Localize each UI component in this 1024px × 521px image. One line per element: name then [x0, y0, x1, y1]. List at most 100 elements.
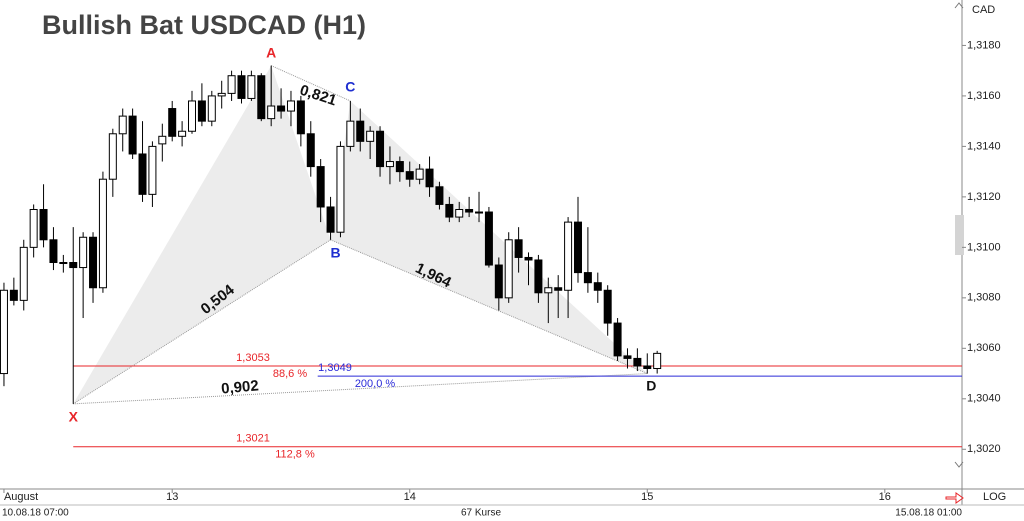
pattern-point-label: A [266, 44, 276, 60]
candle-body [277, 105, 286, 112]
candle [514, 227, 523, 273]
candle-body [603, 289, 612, 324]
y-tick-label: 1,3040 [967, 393, 1001, 405]
scroll-right-icon[interactable] [945, 492, 964, 504]
candle [286, 90, 295, 127]
candle [534, 254, 543, 303]
candle [148, 141, 157, 207]
candle [188, 90, 197, 134]
candle-body [178, 130, 187, 137]
candle-body [267, 105, 276, 120]
candle [475, 191, 484, 223]
x-tick-label: 14 [404, 491, 416, 503]
candle-body [138, 153, 147, 195]
level-percent: 112,8 % [275, 449, 315, 461]
candle-body [504, 239, 513, 299]
scroll-arrows[interactable] [954, 2, 964, 468]
candle [415, 164, 424, 185]
candle [494, 257, 503, 311]
candle [653, 350, 662, 374]
candle-body [118, 115, 127, 135]
candle-body [544, 287, 553, 294]
candle-body [98, 178, 107, 289]
pattern-leg [270, 65, 351, 102]
x-tick-label: 13 [166, 491, 178, 503]
candle-body [49, 239, 58, 264]
candle [445, 196, 454, 223]
candle [455, 201, 464, 223]
candle [564, 217, 573, 319]
candle-body [613, 322, 622, 357]
candle [435, 181, 444, 210]
candle-body [554, 287, 563, 291]
candle [336, 141, 345, 238]
candle-body [623, 355, 632, 359]
candle [544, 277, 553, 324]
candle-body [445, 203, 454, 218]
candle [39, 184, 48, 248]
end-label: 15.08.18 01:00 [895, 508, 962, 519]
candle-body [415, 168, 424, 180]
candle-body [29, 208, 38, 248]
candle-body [158, 135, 167, 145]
candle [49, 227, 58, 271]
candle [59, 254, 68, 273]
candle [128, 108, 137, 160]
candle-body [316, 166, 325, 208]
candle-body [346, 120, 355, 147]
y-tick-label: 1,3020 [967, 443, 1001, 455]
candle [376, 126, 385, 177]
candle-body [366, 130, 375, 142]
level-percent: 88,6 % [273, 368, 307, 380]
scrollbar[interactable] [955, 215, 964, 255]
x-tick-label: August [4, 491, 38, 503]
candle [405, 161, 414, 187]
candle [118, 108, 127, 152]
candle-body [336, 145, 345, 233]
candle [217, 80, 226, 109]
candle [178, 121, 187, 147]
candle-body [128, 115, 137, 155]
candle [524, 252, 533, 286]
candle [573, 196, 582, 283]
candle [326, 196, 335, 240]
candle-body [168, 108, 177, 137]
candle-body [237, 75, 246, 99]
candle-body [217, 92, 226, 97]
pattern-point-label: X [69, 409, 79, 425]
candle [79, 232, 88, 319]
level-percent: 200,0 % [355, 378, 396, 390]
candle [395, 156, 404, 182]
candle [465, 196, 474, 218]
y-tick-label: 1,3180 [967, 39, 1001, 51]
candle [0, 282, 8, 387]
candle-body [564, 221, 573, 291]
candle-body [247, 75, 256, 99]
chart-title: Bullish Bat USDCAD (H1) [42, 10, 366, 40]
candle [385, 146, 394, 185]
y-tick-label: 1,3060 [967, 342, 1001, 354]
candle-body [573, 221, 582, 274]
candle [277, 88, 286, 119]
candle [306, 121, 315, 177]
candle [346, 100, 355, 152]
x-tick-label: 15 [641, 491, 653, 503]
start-label: 10.08.18 07:00 [2, 508, 69, 519]
candle-body [286, 100, 295, 112]
candle-body [465, 208, 474, 213]
candle [257, 73, 266, 122]
candle-body [425, 168, 434, 188]
candle-body [108, 133, 117, 180]
level-value: 1,3053 [236, 352, 270, 364]
candle [603, 285, 612, 336]
scale-label[interactable]: LOG [983, 491, 1006, 503]
candle [138, 121, 147, 202]
candle-body [69, 262, 78, 269]
candle [207, 90, 216, 127]
candle [29, 204, 38, 258]
pattern-leg [72, 239, 331, 405]
pattern-area [73, 65, 331, 404]
candle [366, 126, 375, 160]
candle [583, 227, 592, 293]
